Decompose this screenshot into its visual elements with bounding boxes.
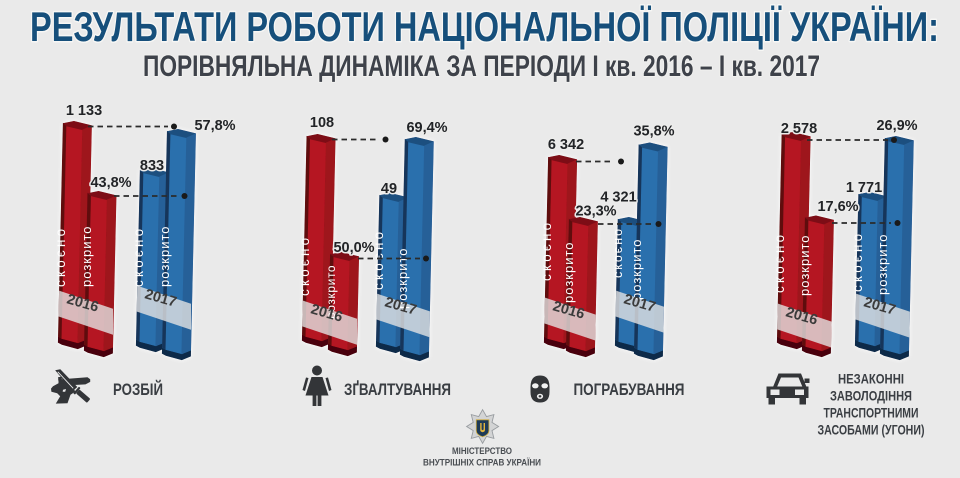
svg-text:скоєно: скоєно [611, 227, 625, 278]
svg-text:17,6%: 17,6% [817, 199, 858, 215]
svg-text:скоєно: скоєно [297, 235, 312, 296]
svg-text:50,0%: 50,0% [333, 240, 374, 256]
svg-text:розкрито: розкрито [629, 239, 644, 301]
svg-text:1 771: 1 771 [846, 180, 882, 196]
svg-text:розкрито: розкрито [324, 265, 338, 319]
svg-text:23,3%: 23,3% [575, 204, 616, 220]
svg-text:скоєно: скоєно [539, 220, 554, 281]
svg-text:НЕЗАКОННІ: НЕЗАКОННІ [838, 372, 904, 387]
svg-text:розкрито: розкрито [797, 235, 812, 297]
svg-text:скоєно: скоєно [850, 231, 865, 292]
svg-text:ПОГРАБУВАННЯ: ПОГРАБУВАННЯ [574, 381, 685, 399]
svg-text:6 342: 6 342 [548, 137, 584, 153]
svg-text:26,9%: 26,9% [876, 118, 917, 134]
svg-text:57,8%: 57,8% [194, 118, 235, 134]
svg-text:43,8%: 43,8% [90, 175, 131, 191]
svg-text:розкрито: розкрито [157, 226, 172, 288]
svg-text:4 321: 4 321 [600, 190, 636, 206]
svg-text:РЕЗУЛЬТАТИ РОБОТИ НАЦІОНАЛЬНОЇ: РЕЗУЛЬТАТИ РОБОТИ НАЦІОНАЛЬНОЇ ПОЛІЦІЇ У… [30, 3, 939, 50]
svg-text:розкрито: розкрито [875, 234, 890, 296]
svg-text:1 133: 1 133 [66, 103, 102, 119]
svg-text:2 578: 2 578 [781, 121, 817, 137]
svg-text:69,4%: 69,4% [406, 120, 447, 136]
svg-text:ТРАНСПОРТНИМИ: ТРАНСПОРТНИМИ [824, 406, 919, 421]
svg-text:833: 833 [140, 158, 164, 174]
svg-text:розкрито: розкрито [561, 242, 576, 304]
svg-text:скоєно: скоєно [131, 226, 146, 287]
svg-text:РОЗБІЙ: РОЗБІЙ [113, 380, 163, 399]
svg-text:ПОРІВНЯЛЬНА ДИНАМІКА ЗА ПЕРІОД: ПОРІВНЯЛЬНА ДИНАМІКА ЗА ПЕРІОДИ І кв. 20… [143, 50, 820, 83]
svg-text:ЗАВОЛОДІННЯ: ЗАВОЛОДІННЯ [830, 389, 912, 404]
svg-text:розкрито: розкрито [395, 248, 410, 310]
svg-text:ВНУТРІШНІХ СПРАВ УКРАЇНИ: ВНУТРІШНІХ СПРАВ УКРАЇНИ [423, 458, 541, 468]
svg-text:35,8%: 35,8% [633, 124, 674, 140]
svg-text:ЗАСОБАМИ (УГОНИ): ЗАСОБАМИ (УГОНИ) [818, 423, 925, 438]
svg-text:МІНІСТЕРСТВО: МІНІСТЕРСТВО [452, 446, 512, 456]
svg-text:ЗҐВАЛТУВАННЯ: ЗҐВАЛТУВАННЯ [344, 380, 451, 399]
svg-text:скоєно: скоєно [53, 226, 68, 287]
svg-text:49: 49 [381, 181, 397, 197]
svg-text:скоєно: скоєно [772, 232, 787, 293]
svg-text:108: 108 [310, 115, 334, 131]
svg-text:розкрито: розкрито [79, 226, 94, 288]
